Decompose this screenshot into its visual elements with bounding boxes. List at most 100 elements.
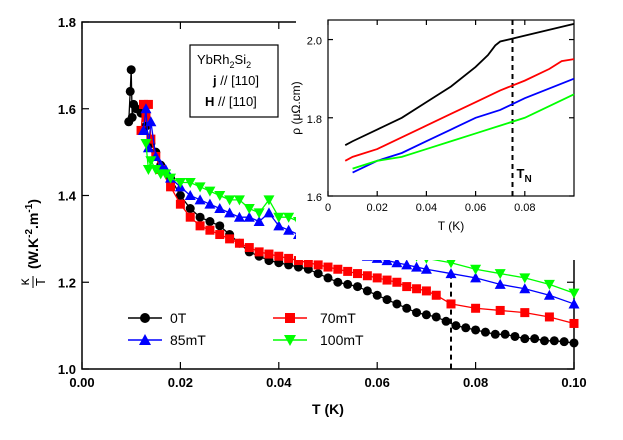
data-point-70mT (382, 275, 392, 285)
data-point-70mT (254, 247, 264, 257)
x-tick-label: 0.08 (463, 375, 488, 390)
data-point-100mT (253, 208, 265, 219)
data-point-70mT (175, 199, 185, 209)
data-point-85mT (401, 259, 413, 270)
data-point-85mT (445, 268, 457, 279)
data-point-0T (461, 323, 471, 333)
data-point-0T (323, 273, 333, 283)
inset-series-group (344, 23, 575, 174)
legend-label-85mT: 85mT (170, 332, 206, 348)
data-point-85mT (381, 255, 393, 266)
data-point-0T (412, 308, 422, 318)
data-point-70mT (333, 264, 343, 274)
main-x-axis-label: T (K) (312, 401, 344, 417)
data-point-70mT (392, 277, 402, 287)
main-y-axis-label: κ T (W.K-2.m-1) (16, 199, 48, 288)
x-tick-label: 0.00 (69, 375, 94, 390)
data-point-85mT (243, 211, 255, 222)
data-point-85mT (470, 272, 482, 283)
annotation-j-direction: j // [110] (212, 73, 259, 88)
x-tick-label: 0.10 (561, 375, 586, 390)
data-point-85mT (568, 298, 580, 309)
data-point-70mT (274, 251, 284, 261)
y-tick-label: 1.8 (307, 114, 322, 126)
data-point-70mT (205, 225, 215, 235)
data-point-85mT (140, 103, 152, 114)
data-point-0T (520, 334, 530, 344)
data-point-85mT (214, 203, 226, 214)
y-tick-label: 1.6 (307, 192, 322, 204)
data-point-100mT (568, 288, 580, 299)
data-point-100mT (543, 279, 555, 290)
y-tick-label: 1.6 (58, 102, 76, 117)
y-tick-label: 1.4 (58, 189, 77, 204)
legend-entry-0T: 0T (128, 310, 187, 326)
annotation-h-direction: H // [110] (205, 94, 257, 109)
x-tick-label: 0.08 (514, 202, 535, 214)
data-point-70mT (166, 182, 176, 192)
legend-marker-85mT (139, 334, 151, 345)
data-point-85mT (519, 283, 531, 294)
data-point-0T (421, 310, 431, 320)
data-point-0T (126, 65, 136, 75)
x-tick-label: 0.06 (365, 375, 390, 390)
data-point-70mT (372, 273, 382, 283)
data-point-100mT (283, 212, 295, 223)
data-point-85mT (142, 142, 154, 153)
data-point-85mT (224, 207, 236, 218)
inset-series-line-70mT (344, 58, 575, 162)
main-x-ticks: 0.00 0.02 0.04 0.06 0.08 0.10 (69, 22, 587, 390)
data-point-70mT (185, 212, 195, 222)
inset-plot: 0 0.02 0.04 0.06 0.08 1.6 1.8 2.0 TN T (K) ρ (… (289, 10, 614, 260)
data-point-100mT (184, 177, 196, 188)
data-point-85mT (233, 211, 245, 222)
data-point-70mT (362, 271, 372, 281)
inset-tn-label: TN (517, 166, 532, 185)
legend-label-100mT: 100mT (320, 332, 364, 348)
inset-y-axis-label: ρ (μΩ.cm) (289, 81, 303, 134)
data-point-0T (333, 277, 343, 287)
x-tick-label: 0.02 (366, 202, 387, 214)
data-point-0T (539, 336, 549, 346)
data-point-0T (125, 86, 135, 96)
data-point-0T (127, 112, 137, 122)
inset-series-line-0T (344, 23, 575, 146)
data-point-70mT (412, 284, 422, 294)
data-point-0T (500, 329, 510, 339)
data-point-85mT (273, 220, 285, 231)
legend-label-70mT: 70mT (320, 310, 356, 326)
x-tick-label: 0.06 (465, 202, 486, 214)
main-y-ticks: 1.0 1.2 1.4 1.6 1.8 (58, 15, 574, 377)
sample-annotation: YbRh2Si2 j // [110] H // [110] (189, 44, 279, 118)
data-point-0T (530, 334, 540, 344)
data-point-100mT (273, 212, 285, 223)
data-point-100mT (263, 195, 275, 206)
data-point-70mT (431, 290, 441, 300)
data-point-85mT (145, 116, 157, 127)
data-point-70mT (139, 99, 148, 109)
data-point-100mT (243, 204, 255, 215)
data-point-0T (313, 269, 323, 279)
data-point-70mT (143, 99, 153, 109)
data-point-70mT (234, 238, 244, 248)
data-point-85mT (204, 198, 216, 209)
data-point-0T (480, 327, 490, 337)
data-point-0T (510, 331, 520, 341)
inset-x-ticks: 0 0.02 0.04 0.06 0.08 (325, 20, 536, 214)
data-point-0T (215, 221, 225, 231)
data-point-70mT (402, 282, 412, 292)
data-point-100mT (470, 264, 482, 275)
y-tick-label: 1.0 (58, 362, 76, 377)
data-point-85mT (138, 124, 149, 135)
data-point-70mT (303, 258, 313, 268)
data-point-100mT (445, 258, 457, 269)
data-point-70mT (284, 253, 294, 263)
data-point-0T (402, 303, 412, 313)
data-point-70mT (323, 262, 333, 272)
annotation-compound: YbRh2Si2 (197, 52, 251, 70)
data-point-70mT (544, 312, 554, 322)
data-point-85mT (411, 261, 423, 272)
data-point-0T (471, 325, 481, 335)
data-point-0T (185, 204, 195, 214)
